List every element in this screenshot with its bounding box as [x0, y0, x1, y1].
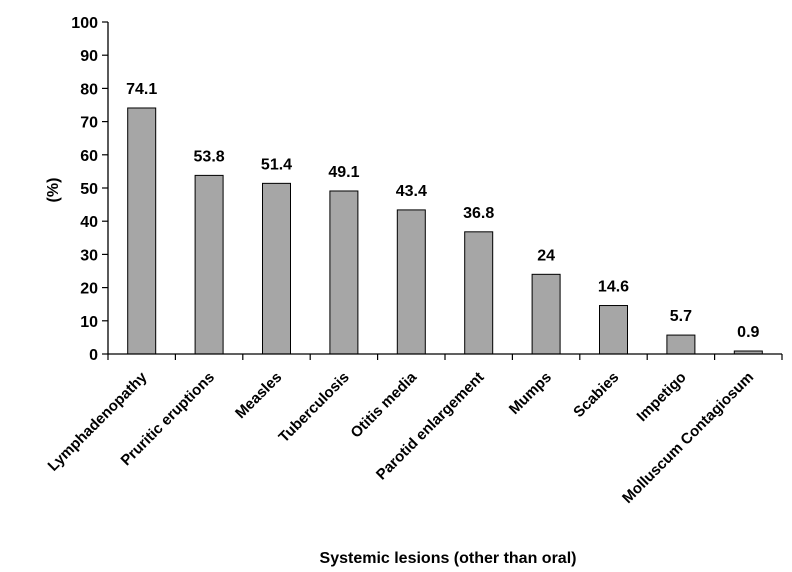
- data-labels: 74.1 53.8 51.4 49.1 43.4 36.8 24 14.6 5.7 0.9: [126, 81, 759, 341]
- y-tick-label: 10: [80, 314, 98, 331]
- x-axis-title: Systemic lesions (other than oral): [320, 550, 577, 567]
- x-tick-label: Scabies: [570, 369, 622, 421]
- y-tick-label: 60: [80, 148, 98, 165]
- y-tick-label: 20: [80, 281, 98, 298]
- y-axis-title: (%): [45, 178, 62, 203]
- data-label: 5.7: [670, 308, 692, 325]
- y-tick-label: 80: [80, 81, 98, 98]
- x-tick-label: Mumps: [506, 369, 555, 418]
- data-label: 49.1: [328, 164, 359, 181]
- bars: [127, 107, 763, 355]
- y-tick-label: 50: [80, 181, 98, 198]
- x-tick-label: Impetigo: [634, 369, 690, 425]
- y-tick-label: 30: [80, 247, 98, 264]
- x-tick-label: Otitis media: [347, 368, 420, 441]
- x-tick-label: Measles: [232, 369, 285, 422]
- y-axis-ticks: 0 10 20 30 40 50 60 70 80 90 100: [71, 15, 783, 364]
- data-label: 53.8: [194, 148, 225, 165]
- bar: [127, 107, 157, 355]
- data-label: 14.6: [598, 279, 629, 296]
- data-label: 0.9: [737, 324, 759, 341]
- y-tick-label: 90: [80, 48, 98, 65]
- bar: [329, 190, 359, 355]
- data-label: 43.4: [396, 183, 427, 200]
- x-tick-label: Tuberculosis: [275, 369, 352, 446]
- data-label: 36.8: [463, 205, 494, 222]
- x-tick-label: Molluscum Contagiosum: [619, 369, 757, 507]
- data-label: 74.1: [126, 81, 157, 98]
- data-label: 24: [537, 247, 555, 264]
- y-tick-label: 100: [71, 15, 98, 32]
- bar: [194, 174, 224, 355]
- bar: [666, 334, 696, 355]
- bar: [464, 231, 494, 355]
- data-label: 51.4: [261, 156, 292, 173]
- bar: [262, 182, 291, 355]
- bar: [599, 305, 628, 355]
- y-tick-label: 40: [80, 214, 98, 231]
- bar: [396, 209, 426, 355]
- y-tick-label: 0: [89, 347, 98, 364]
- bar: [531, 273, 561, 355]
- y-tick-label: 70: [80, 115, 98, 132]
